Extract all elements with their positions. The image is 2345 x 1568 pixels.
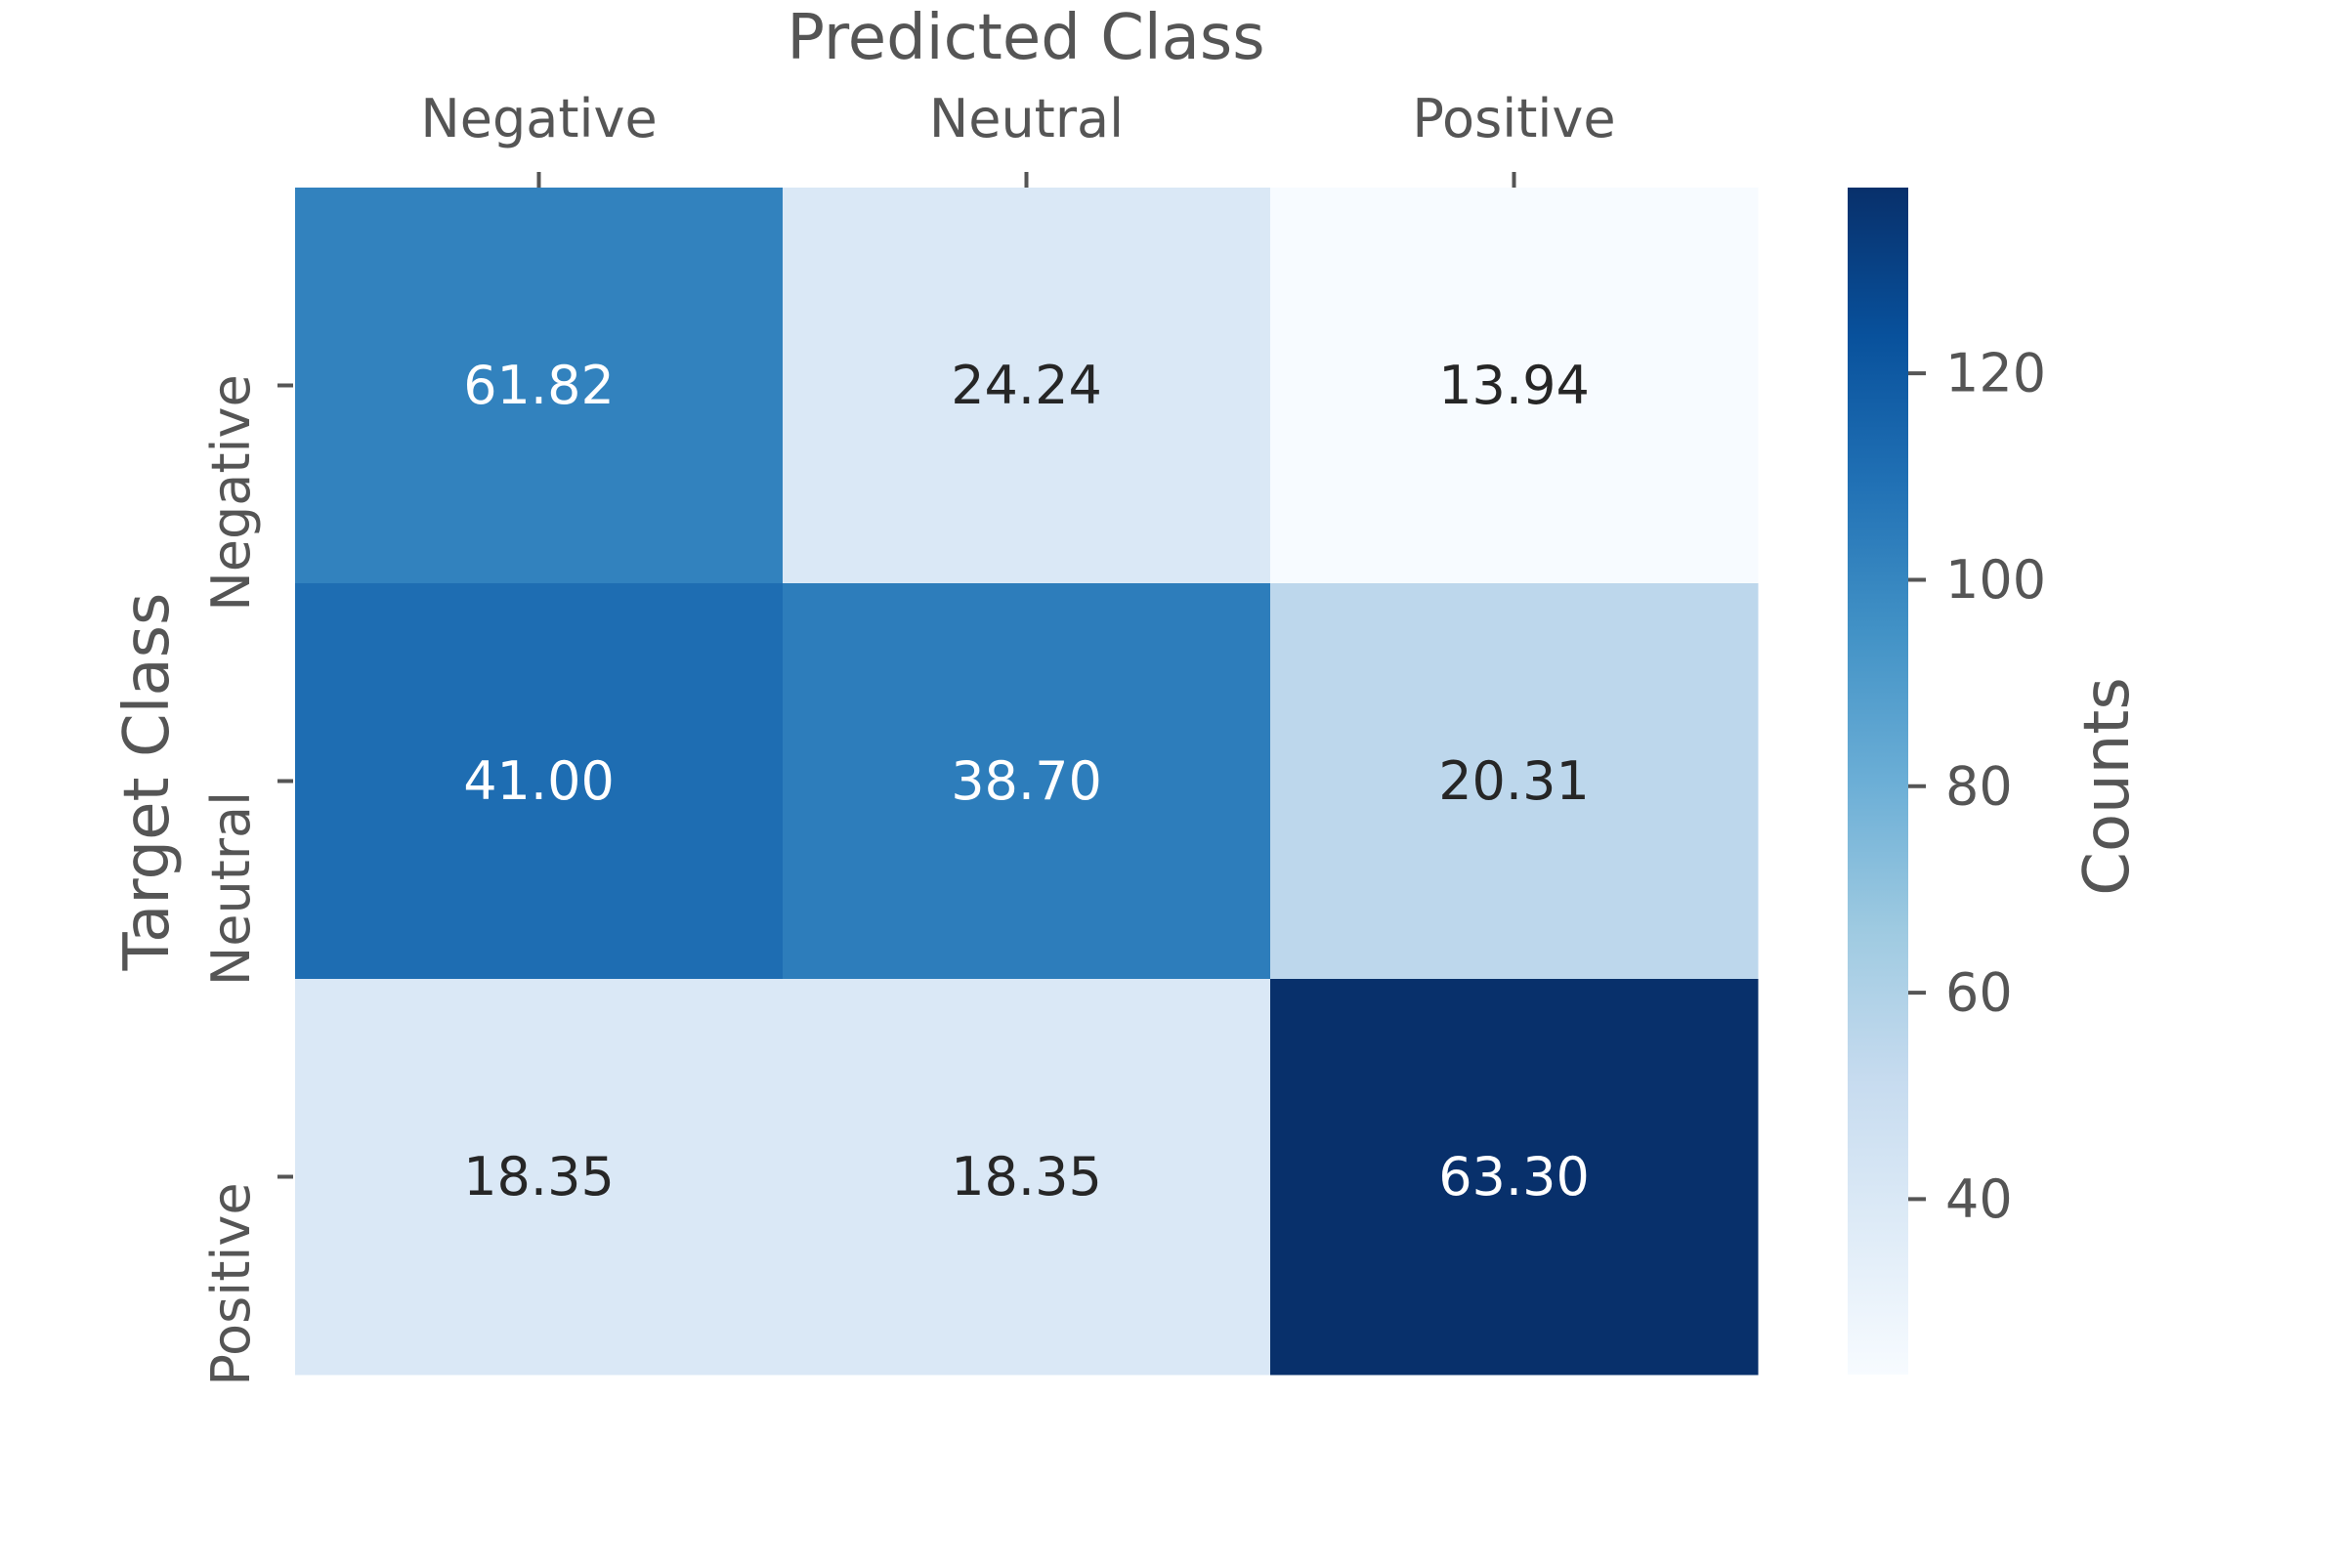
heatmap-cell-negative-neutral bbox=[783, 188, 1271, 584]
heatmap-cell-positive-positive bbox=[1270, 979, 1759, 1376]
x-tick-label-negative: Negative bbox=[420, 88, 657, 149]
colorbar-gradient bbox=[1848, 188, 1908, 1375]
x-tick-label-positive: Positive bbox=[1412, 88, 1615, 149]
x-tick-label-neutral: Neutral bbox=[929, 88, 1124, 149]
heatmap-cell-neutral-neutral bbox=[783, 583, 1271, 980]
heatmap-cell-neutral-negative bbox=[295, 583, 784, 980]
colorbar-tick-label: 80 bbox=[1945, 755, 2013, 817]
heatmap-cells: 61.82 24.24 13.94 41.00 38.70 20.31 18.35 18.35… bbox=[295, 188, 1759, 1376]
colorbar-tick-label: 100 bbox=[1945, 549, 2046, 611]
cell-value-label: 20.31 bbox=[1438, 750, 1590, 812]
cell-value-label: 41.00 bbox=[463, 750, 615, 812]
cell-value-label: 38.70 bbox=[951, 750, 1102, 812]
y-axis-title: Target Class bbox=[111, 593, 184, 972]
cell-value-label: 24.24 bbox=[951, 355, 1102, 416]
y-ticks: Negative Neutral Positive bbox=[200, 374, 293, 1386]
heatmap-cell-positive-neutral bbox=[783, 979, 1271, 1376]
colorbar-tick-label: 60 bbox=[1945, 962, 2013, 1024]
cell-value-label: 18.35 bbox=[463, 1146, 615, 1208]
cell-value-label: 13.94 bbox=[1438, 355, 1590, 416]
x-ticks: Negative Neutral Positive bbox=[420, 88, 1616, 188]
cell-value-label: 63.30 bbox=[1438, 1146, 1590, 1208]
colorbar-tick-label: 120 bbox=[1945, 343, 2046, 404]
y-tick-label-neutral: Neutral bbox=[200, 791, 262, 986]
colorbar: 40 60 80 100 120 bbox=[1848, 188, 2046, 1375]
x-axis-title: Predicted Class bbox=[787, 2, 1264, 74]
y-tick-label-negative: Negative bbox=[200, 374, 262, 611]
heatmap-cell-negative-positive bbox=[1270, 188, 1759, 584]
y-tick-label-positive: Positive bbox=[200, 1182, 262, 1385]
heatmap-cell-positive-negative bbox=[295, 979, 784, 1376]
heatmap-cell-negative-negative bbox=[295, 188, 784, 584]
colorbar-title: Counts bbox=[2071, 677, 2144, 895]
colorbar-tick-label: 40 bbox=[1945, 1168, 2013, 1230]
cell-value-label: 61.82 bbox=[463, 355, 615, 416]
heatmap-cell-neutral-positive bbox=[1270, 583, 1759, 980]
cell-value-label: 18.35 bbox=[951, 1146, 1102, 1208]
